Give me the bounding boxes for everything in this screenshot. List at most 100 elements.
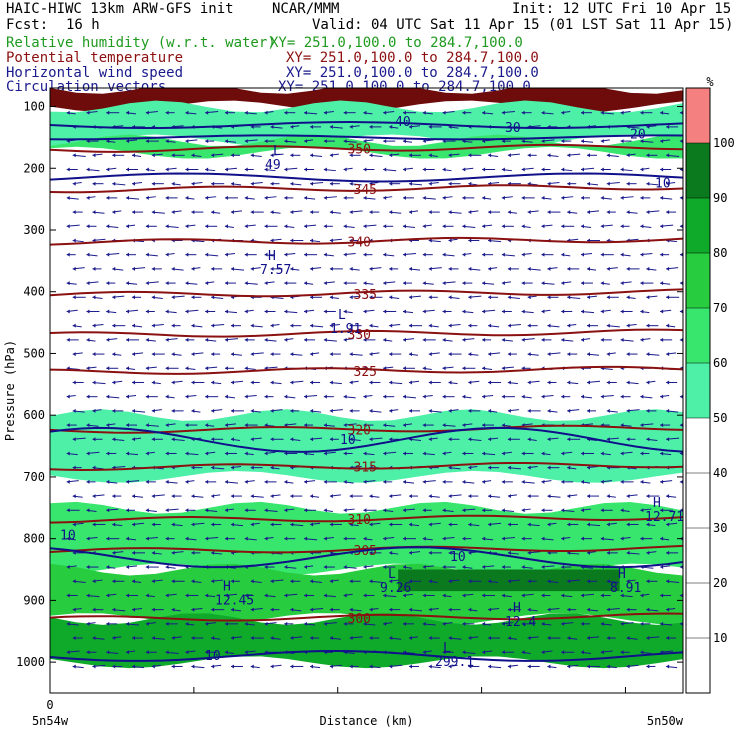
wind-vector-head [422, 479, 426, 484]
wind-vector-head [547, 408, 551, 413]
wind-vector-head [323, 337, 327, 342]
wind-vector-head [211, 550, 215, 555]
wind-vector-head [329, 181, 333, 186]
wind-vector-head [230, 181, 234, 186]
wind-vector-head [66, 195, 70, 200]
wind-vector-head [402, 508, 406, 513]
wind-vector-head [310, 579, 314, 584]
wind-vector-head [620, 650, 624, 655]
wind-vector-head [646, 323, 650, 328]
wind-vector-head [408, 664, 412, 669]
wind-vector-head [310, 295, 314, 300]
wind-vector-head [527, 266, 531, 271]
wind-vector-head [304, 565, 308, 570]
y-tick-label: 100 [23, 100, 45, 114]
wind-vector-head [304, 536, 308, 541]
wind-vector-head [448, 352, 452, 357]
wind-vector-head [126, 621, 130, 626]
wind-vector-head [92, 607, 96, 612]
wind-vector-head [402, 224, 406, 229]
wind-vector-head [363, 394, 367, 399]
wind-vector-head [600, 621, 604, 626]
wind-vector-head [205, 224, 209, 229]
wind-vector-head [428, 238, 432, 243]
wind-vector-head [389, 636, 393, 641]
wind-vector-head [600, 224, 604, 229]
wind-vector-head [369, 266, 373, 271]
wind-vector-head [448, 465, 452, 470]
wind-vector-head [428, 550, 432, 555]
wind-vector-head [284, 565, 288, 570]
wind-vector-head [171, 153, 175, 158]
wind-vector-head [250, 437, 254, 442]
wind-vector-head [541, 281, 545, 286]
wind-vector-head [250, 636, 254, 641]
wind-vector-head [442, 337, 446, 342]
wind-vector-head [66, 224, 70, 229]
wind-vector-head [527, 522, 531, 527]
wind-vector-head [230, 380, 234, 385]
wind-vector-head [527, 323, 531, 328]
wind-vector-head [290, 494, 294, 499]
wind-vector-head [329, 636, 333, 641]
extremum-value: 12.4 [505, 615, 536, 630]
wind-vector-head [428, 153, 432, 158]
wind-vector-head [106, 309, 110, 314]
wind-vector-head [468, 494, 472, 499]
wind-vector-head [581, 281, 585, 286]
wind-vector-head [567, 465, 571, 470]
wind-vector-head [442, 536, 446, 541]
wind-vector-head [567, 636, 571, 641]
wind-vector-head [620, 536, 624, 541]
wind-vector-head [290, 636, 294, 641]
wind-vector-head [561, 451, 565, 456]
wind-vector-head [264, 337, 268, 342]
wind-vector-head [92, 408, 96, 413]
wind-vector-head [112, 522, 116, 527]
wind-vector-head [205, 366, 209, 371]
wind-vector-head [284, 394, 288, 399]
wind-vector-head [581, 337, 585, 342]
wind-vector-head [369, 181, 373, 186]
wind-vector-head [92, 494, 96, 499]
wind-vector-head [666, 437, 670, 442]
wind-vector-head [462, 224, 466, 229]
wind-vector-head [679, 565, 683, 570]
wind-vector-head [567, 579, 571, 584]
wind-vector-head [145, 252, 149, 257]
wind-vector-head [626, 579, 630, 584]
wind-vector-head [329, 124, 333, 129]
wind-vector-head [264, 451, 268, 456]
wind-vector-head [244, 451, 248, 456]
wind-vector-head [185, 281, 189, 286]
wind-vector-head [389, 579, 393, 584]
wind-speed-contour [50, 546, 683, 569]
wind-vector-head [132, 181, 136, 186]
wind-vector-head [679, 423, 683, 428]
wind-vector-head [422, 139, 426, 144]
wind-vector-head [501, 621, 505, 626]
wind-vector-head [230, 266, 234, 271]
wind-vector-head [191, 636, 195, 641]
wind-vector-head [679, 394, 683, 399]
theta-contour-label: 330 [348, 328, 371, 343]
wind-vector-head [329, 664, 333, 669]
wind-vector-head [310, 437, 314, 442]
theta-contour [50, 143, 683, 153]
wind-vector-head [561, 650, 565, 655]
wind-vector-head [383, 252, 387, 257]
y-tick-label: 700 [23, 470, 45, 484]
wind-vector-head [581, 110, 585, 115]
wind-vector-head [482, 423, 486, 428]
wind-vector-head [349, 522, 353, 527]
theta-contour-label: 315 [354, 461, 377, 476]
wind-vector-head [606, 408, 610, 413]
wind-vector-head [383, 451, 387, 456]
wind-vector-head [112, 153, 116, 158]
colorbar-swatch [686, 143, 710, 198]
wind-vector-head [66, 650, 70, 655]
wind-vector-head [660, 252, 664, 257]
wind-vector-head [626, 266, 630, 271]
wind-vector-head [640, 451, 644, 456]
wind-vector-head [408, 210, 412, 215]
